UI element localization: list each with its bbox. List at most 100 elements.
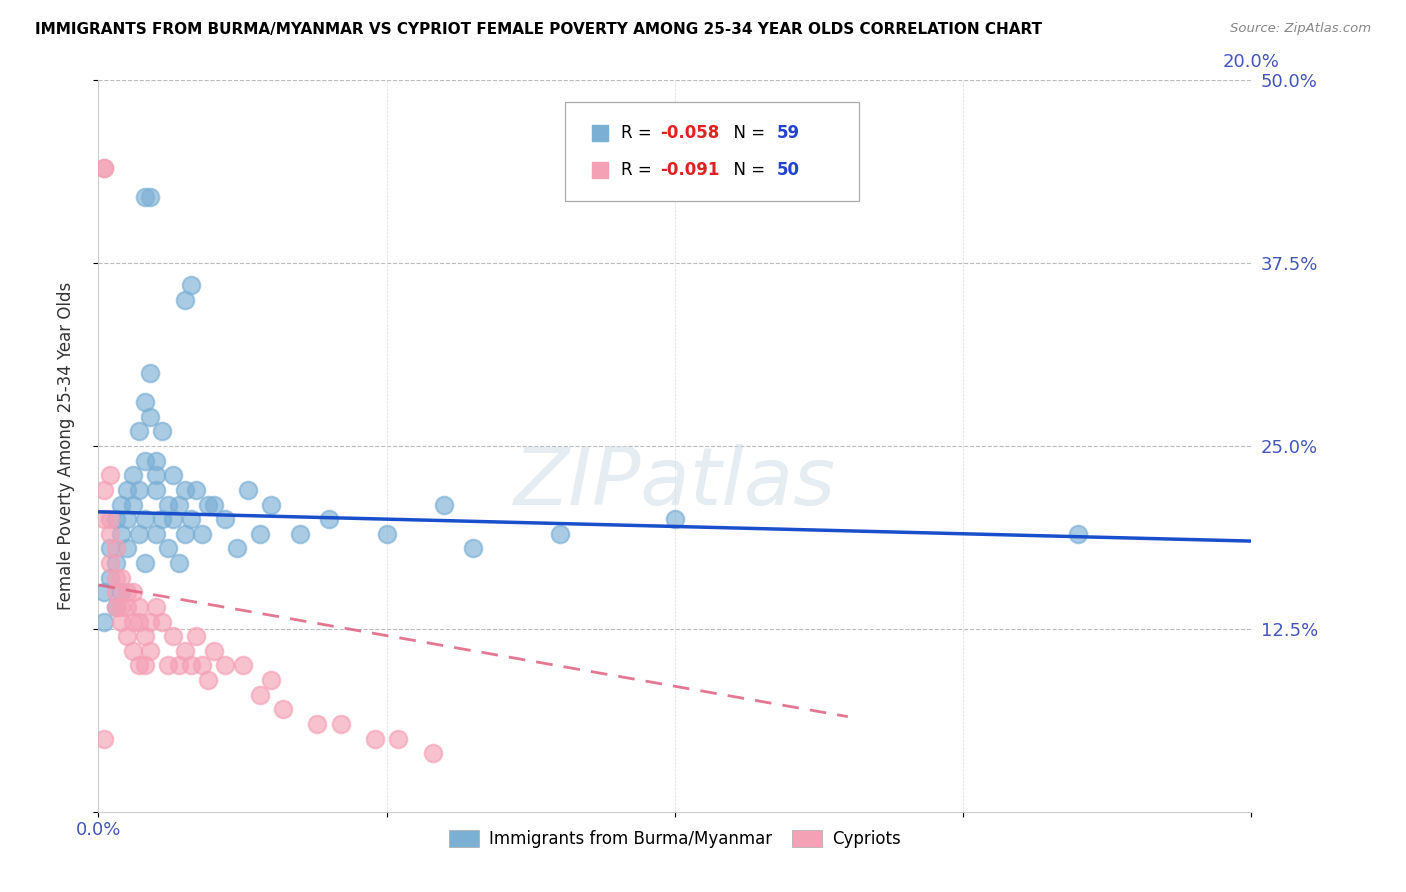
Point [104,556,127,570]
Point [104,599,127,614]
Point [1067,526,1090,541]
Point [128,425,150,439]
Point [180,278,202,293]
Point [145,599,167,614]
Point [134,658,156,673]
Point [214,658,236,673]
Text: R =: R = [620,124,657,142]
Point [156,541,179,556]
Point [93,483,115,497]
Point [156,498,179,512]
Point [167,498,190,512]
Text: IMMIGRANTS FROM BURMA/MYANMAR VS CYPRIOT FEMALE POVERTY AMONG 25-34 YEAR OLDS CO: IMMIGRANTS FROM BURMA/MYANMAR VS CYPRIOT… [35,22,1042,37]
Point [249,526,271,541]
Point [150,615,173,629]
Point [128,599,150,614]
Point [225,541,247,556]
Point [104,512,127,526]
Point [117,512,139,526]
Text: Source: ZipAtlas.com: Source: ZipAtlas.com [1230,22,1371,36]
Point [122,468,145,483]
Point [174,293,197,307]
Point [139,366,162,380]
Point [134,512,156,526]
Point [150,512,173,526]
Point [110,599,132,614]
Point [122,585,145,599]
Point [307,717,329,731]
FancyBboxPatch shape [565,103,859,201]
Point [104,599,127,614]
Point [260,498,283,512]
Point [93,585,115,599]
Point [145,468,167,483]
Point [167,658,190,673]
Point [93,161,115,175]
Point [98,526,121,541]
Point [180,658,202,673]
Point [139,615,162,629]
Point [117,599,139,614]
Point [128,483,150,497]
Point [145,526,167,541]
Point [422,746,444,760]
Point [162,468,184,483]
Point [329,717,352,731]
Point [375,526,398,541]
Point [98,541,121,556]
Text: N =: N = [723,161,770,179]
Text: 50: 50 [776,161,800,179]
Point [191,526,214,541]
Point [117,585,139,599]
Point [128,526,150,541]
Point [110,571,132,585]
Point [318,512,340,526]
Point [271,702,294,716]
Point [117,483,139,497]
Point [197,498,219,512]
Point [128,615,150,629]
Text: N =: N = [723,124,770,142]
Point [134,395,156,409]
Text: ZIPatlas: ZIPatlas [513,443,837,522]
Point [290,526,312,541]
Point [98,468,121,483]
Point [202,498,225,512]
Point [174,526,197,541]
Point [122,615,145,629]
Point [139,644,162,658]
Point [174,483,197,497]
Point [145,453,167,467]
Point [139,409,162,424]
Point [548,526,571,541]
Point [110,498,132,512]
Point [98,512,121,526]
Point [134,190,156,204]
Point [249,688,271,702]
Point [387,731,409,746]
Point [117,541,139,556]
Point [139,190,162,204]
Point [162,512,184,526]
Point [98,556,121,570]
Point [93,512,115,526]
Point [162,629,184,643]
Point [145,483,167,497]
Point [110,526,132,541]
Point [93,615,115,629]
Point [191,658,214,673]
Point [93,161,115,175]
Point [214,512,236,526]
Point [156,658,179,673]
Point [260,673,283,687]
Point [134,556,156,570]
Point [110,615,132,629]
Text: 59: 59 [776,124,800,142]
Point [186,629,208,643]
Point [174,644,197,658]
Y-axis label: Female Poverty Among 25-34 Year Olds: Female Poverty Among 25-34 Year Olds [56,282,75,610]
Point [122,644,145,658]
Point [238,483,260,497]
Point [104,571,127,585]
Point [461,541,484,556]
